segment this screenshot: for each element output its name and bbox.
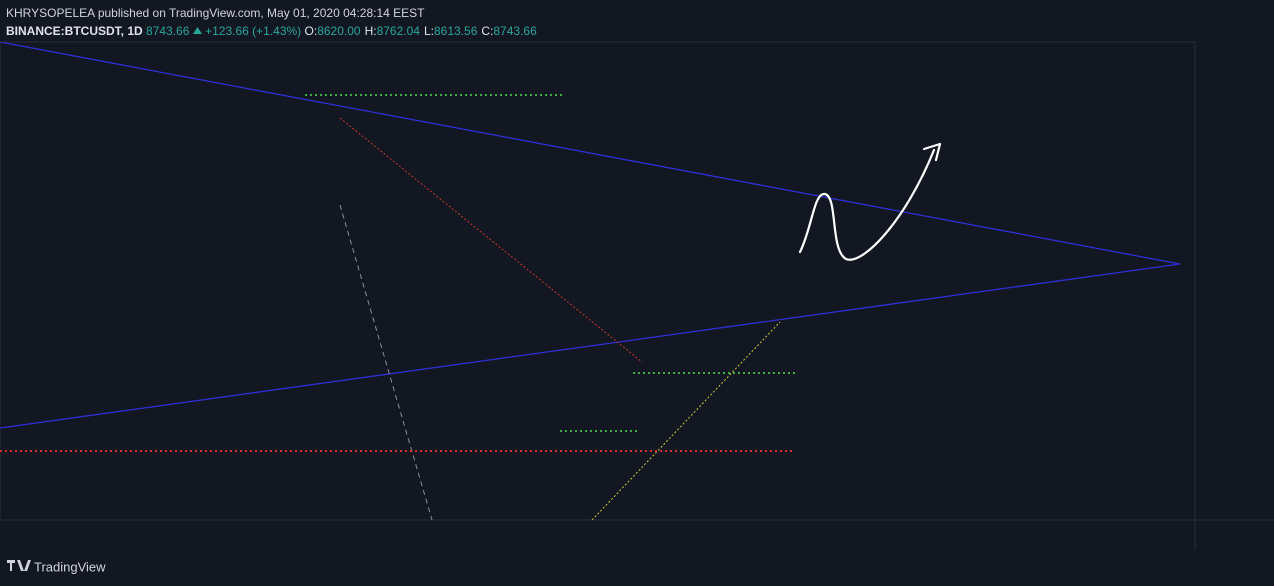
forecast-arrow [798, 142, 942, 261]
ohlc-value: 8762.04 [376, 24, 420, 38]
symbol-line: BINANCE:BTCUSDT, 1D 8743.66 +123.66 (+1.… [6, 22, 541, 40]
ohlc-value: 8743.66 [493, 24, 537, 38]
last: 8743.66 [146, 24, 190, 38]
ohlc-key: H: [364, 24, 377, 38]
header: KHRYSOPELEA published on TradingView.com… [6, 4, 541, 40]
author-line: KHRYSOPELEA published on TradingView.com… [6, 6, 425, 20]
ohlc-key: C: [481, 24, 494, 38]
trendline [0, 42, 1181, 265]
plot-area [0, 41, 1196, 521]
ohlc: O:8620.00 H:8762.04 L:8613.56 C:8743.66 [305, 24, 541, 38]
trendline [339, 117, 643, 363]
up-arrow [192, 27, 202, 34]
ohlc-key: O: [304, 24, 318, 38]
brand: TradingView [34, 559, 106, 574]
trendline [339, 204, 433, 520]
trendline [591, 321, 781, 520]
logo: TradingView [7, 559, 106, 574]
change: +123.66 (+1.43%) [205, 24, 302, 38]
ohlc-value: 8620.00 [317, 24, 361, 38]
ohlc-value: 8613.56 [433, 24, 478, 38]
level-dots [305, 94, 795, 432]
drawings [0, 42, 1181, 520]
ohlc-key: L: [423, 24, 434, 38]
trendline [0, 263, 1181, 429]
symbol: BINANCE:BTCUSDT, 1D [6, 24, 143, 38]
